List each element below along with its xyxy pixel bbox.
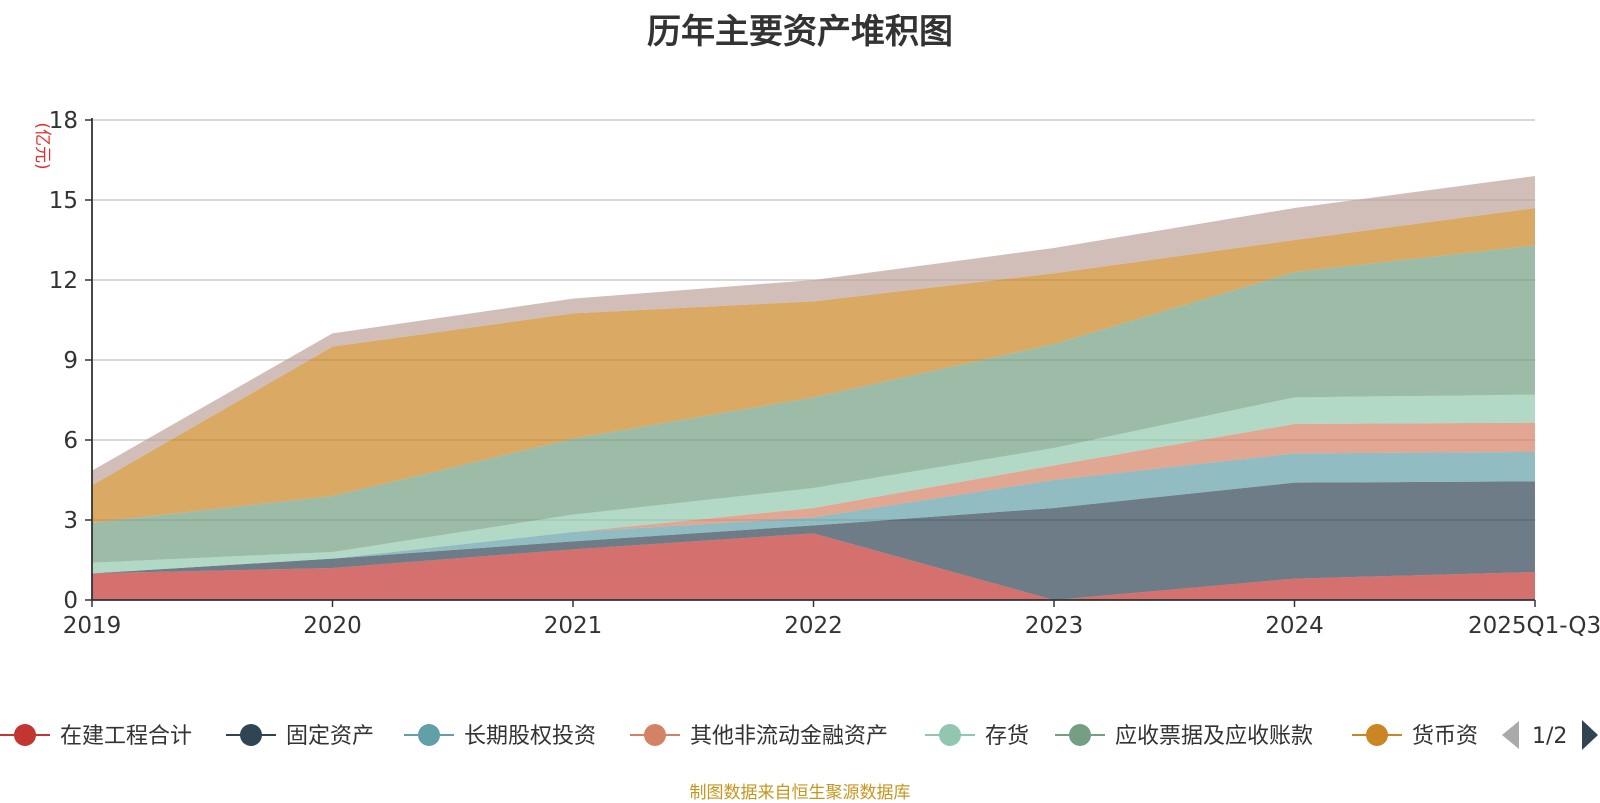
area-series-1[interactable] [92,533,1535,600]
legend-marker [240,724,262,746]
legend-marker [14,724,36,746]
area-series-4[interactable] [92,422,1535,574]
chart-title: 历年主要资产堆积图 [647,12,953,52]
legend-item[interactable]: 固定资产 [226,724,374,749]
y-tick-label: 9 [63,348,78,374]
legend-item[interactable]: 应收票据及应收账款 [1055,724,1313,749]
legend-prev-page-icon[interactable] [1502,721,1519,749]
legend-label: 长期股权投资 [464,724,596,749]
legend-marker [939,724,961,746]
area-series-2[interactable] [92,481,1535,600]
axes: 0 3 6 9 12 15 18 2019 2020 2021 2022 2023 2024 2025Q1… [32,108,1600,639]
y-unit-label: (亿元) [32,122,52,169]
legend-label: 应收票据及应收账款 [1115,724,1313,749]
legend-marker [1069,724,1091,746]
x-tick-label: 2024 [1265,613,1324,639]
source-note: 制图数据来自恒生聚源数据库 [689,783,911,803]
legend-label: 存货 [985,724,1029,749]
legend[interactable]: 在建工程合计 固定资产 长期股权投资 其他非流动金融资产 存货 应收票据及应收账款 货币资 1… [0,720,1598,750]
legend-marker [644,724,666,746]
y-tick-label: 6 [63,428,78,454]
legend-next-page-icon[interactable] [1582,720,1598,750]
legend-item[interactable]: 货币资 [1352,724,1478,749]
x-tick-label: 2021 [544,613,603,639]
legend-item[interactable]: 其他非流动金融资产 [630,724,888,749]
area-series-6[interactable] [92,245,1535,563]
legend-item[interactable]: 存货 [925,724,1029,749]
y-tick-label: 15 [49,188,78,214]
legend-marker [1366,724,1388,746]
area-series-3[interactable] [92,452,1535,574]
y-tick-label: 3 [63,508,78,534]
legend-marker [418,724,440,746]
x-tick-label: 2019 [63,613,122,639]
y-tick-label: 18 [49,108,78,134]
x-tick-label: 2022 [784,613,843,639]
legend-item[interactable]: 在建工程合计 [0,724,192,749]
y-tick-label: 12 [49,268,78,294]
legend-page-indicator: 1/2 [1532,724,1567,749]
area-series-5[interactable] [92,394,1535,574]
legend-label: 货币资 [1412,724,1478,749]
legend-item[interactable]: 长期股权投资 [404,724,596,749]
x-tick-label: 2025Q1-Q3 [1468,613,1600,639]
x-tick-label: 2020 [303,613,362,639]
x-tick-label: 2023 [1025,613,1084,639]
legend-label: 其他非流动金融资产 [690,724,888,749]
area-series-7[interactable] [92,208,1535,523]
legend-label: 在建工程合计 [60,724,192,749]
y-tick-label: 0 [63,588,78,614]
area-series-group [92,176,1535,600]
area-series-8[interactable] [92,176,1535,486]
legend-label: 固定资产 [286,724,374,749]
